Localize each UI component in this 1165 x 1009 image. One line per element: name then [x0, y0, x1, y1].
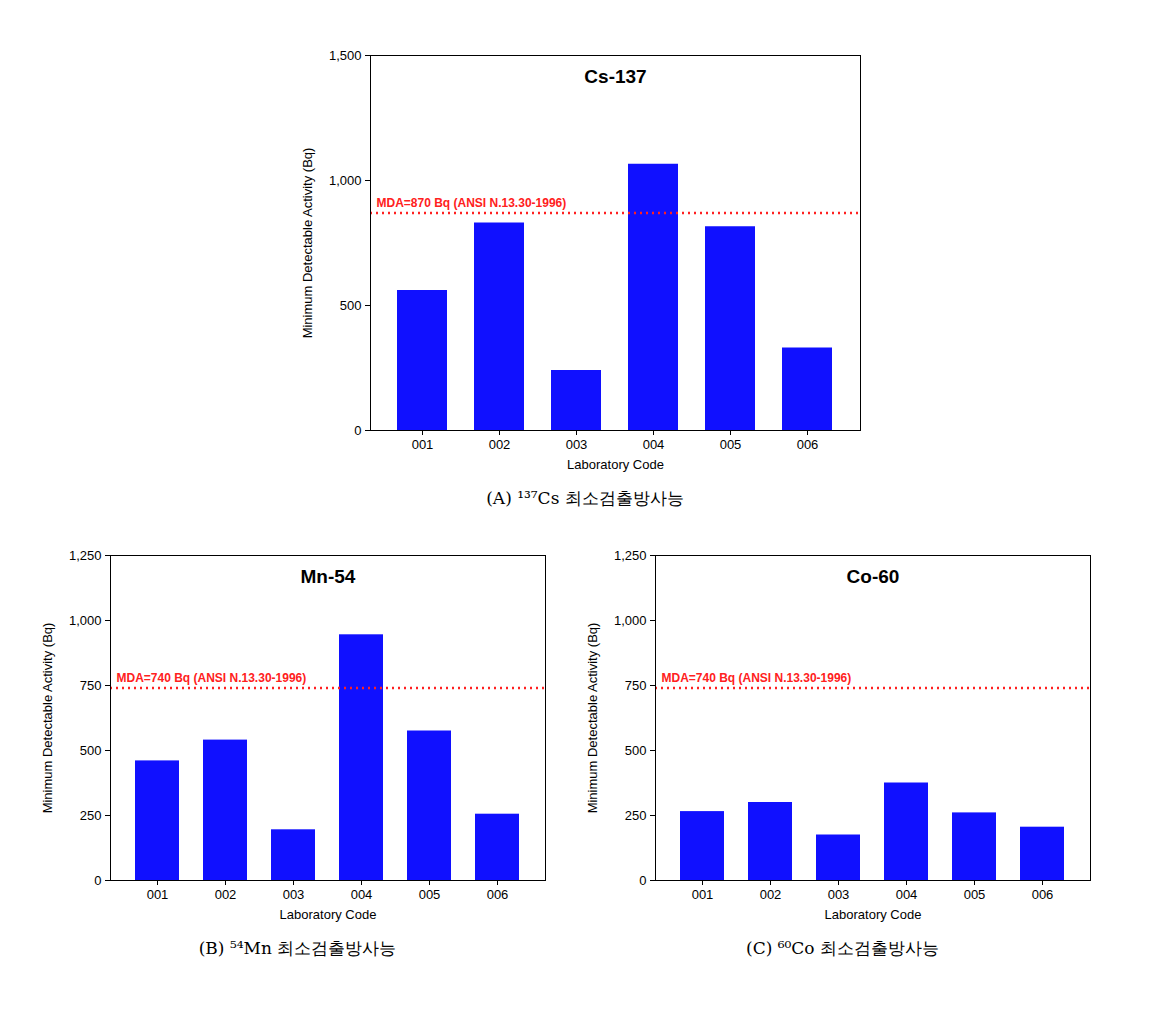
svg-text:Mn-54: Mn-54: [301, 566, 356, 587]
svg-text:1,500: 1,500: [329, 48, 362, 63]
svg-text:500: 500: [625, 743, 647, 758]
svg-text:005: 005: [964, 887, 986, 902]
svg-text:Minimum Detectable Activity (B: Minimum Detectable Activity (Bq): [585, 623, 600, 814]
svg-text:006: 006: [487, 887, 509, 902]
svg-text:Laboratory Code: Laboratory Code: [825, 907, 922, 922]
svg-text:1,000: 1,000: [69, 613, 102, 628]
svg-text:005: 005: [419, 887, 441, 902]
svg-text:750: 750: [80, 678, 102, 693]
svg-text:001: 001: [412, 437, 434, 452]
svg-text:0: 0: [639, 873, 646, 888]
svg-text:Minimum Detectable Activity (B: Minimum Detectable Activity (Bq): [40, 623, 55, 814]
html-text:(C) ⁶⁰Co 최소검출방사능: (C) ⁶⁰Co 최소검출방사능: [746, 938, 939, 958]
svg-text:500: 500: [80, 743, 102, 758]
svg-text:750: 750: [625, 678, 647, 693]
svg-text:0: 0: [354, 423, 361, 438]
svg-text:002: 002: [215, 887, 237, 902]
svg-text:Laboratory Code: Laboratory Code: [567, 457, 664, 472]
svg-text:006: 006: [797, 437, 819, 452]
svg-text:MDA=740 Bq (ANSI N.13.30-1996): MDA=740 Bq (ANSI N.13.30-1996): [662, 671, 852, 685]
svg-text:1,250: 1,250: [69, 548, 102, 563]
svg-text:003: 003: [566, 437, 588, 452]
svg-text:004: 004: [351, 887, 373, 902]
svg-text:001: 001: [147, 887, 169, 902]
svg-text:500: 500: [340, 298, 362, 313]
html-text:(A) ¹³⁷Cs 최소검출방사능: (A) ¹³⁷Cs 최소검출방사능: [486, 488, 684, 508]
svg-text:Laboratory Code: Laboratory Code: [280, 907, 377, 922]
svg-text:Minimum Detectable Activity (B: Minimum Detectable Activity (Bq): [300, 148, 315, 339]
svg-text:1,250: 1,250: [614, 548, 647, 563]
svg-text:006: 006: [1032, 887, 1054, 902]
svg-text:MDA=870 Bq (ANSI N.13.30-1996): MDA=870 Bq (ANSI N.13.30-1996): [377, 196, 567, 210]
svg-text:001: 001: [692, 887, 714, 902]
svg-text:005: 005: [720, 437, 742, 452]
svg-text:Cs-137: Cs-137: [584, 66, 646, 87]
svg-text:0: 0: [94, 873, 101, 888]
html-text:(B) ⁵⁴Mn 최소검출방사능: (B) ⁵⁴Mn 최소검출방사능: [198, 938, 397, 958]
svg-text:1,000: 1,000: [329, 173, 362, 188]
svg-text:250: 250: [80, 808, 102, 823]
svg-text:003: 003: [828, 887, 850, 902]
svg-text:002: 002: [489, 437, 511, 452]
svg-text:004: 004: [643, 437, 665, 452]
svg-text:002: 002: [760, 887, 782, 902]
svg-text:MDA=740 Bq (ANSI N.13.30-1996): MDA=740 Bq (ANSI N.13.30-1996): [117, 671, 307, 685]
svg-text:Co-60: Co-60: [847, 566, 900, 587]
svg-text:004: 004: [896, 887, 918, 902]
svg-text:1,000: 1,000: [614, 613, 647, 628]
svg-text:003: 003: [283, 887, 305, 902]
svg-text:250: 250: [625, 808, 647, 823]
